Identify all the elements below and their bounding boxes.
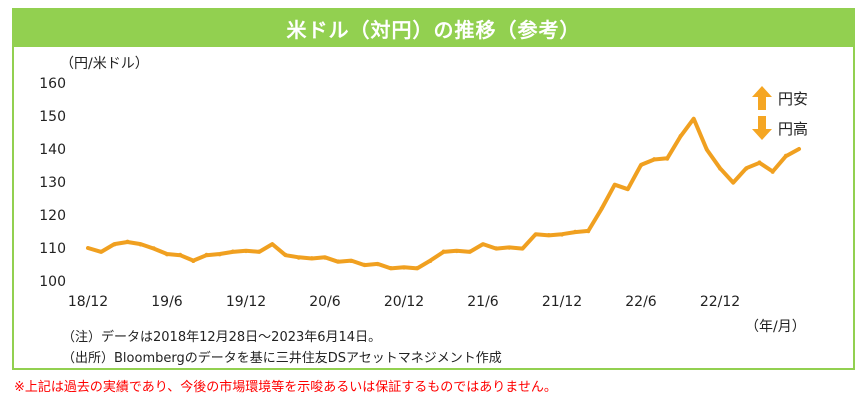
- arrow-up-icon: [752, 86, 772, 110]
- y-tick-label: 150: [39, 109, 66, 125]
- data-point: [125, 239, 130, 244]
- x-axis-unit-label: （年/月）: [745, 319, 806, 335]
- data-point: [362, 262, 367, 267]
- data-point: [112, 242, 117, 247]
- y-axis-unit-label: （円/米ドル）: [60, 56, 149, 72]
- data-point: [665, 157, 670, 161]
- x-axis: 18/12 19/6 19/12 20/6 20/12 21/6 21/12 22/6 22/1…: [68, 294, 740, 310]
- data-point: [323, 256, 327, 260]
- y-tick-label: 100: [39, 274, 66, 290]
- data-point: [204, 252, 209, 257]
- legend-yen-strong-label: 円高: [778, 119, 809, 138]
- data-point: [99, 249, 103, 254]
- data-point: [310, 256, 314, 260]
- data-point: [336, 259, 341, 264]
- data-point: [599, 206, 604, 211]
- data-point: [547, 233, 551, 237]
- arrow-down-icon: [752, 116, 772, 140]
- x-tick-label: 21/6: [467, 294, 499, 310]
- data-point: [494, 246, 499, 250]
- data-point: [389, 266, 393, 270]
- data-point: [573, 229, 577, 234]
- data-point: [375, 262, 380, 267]
- data-point: [639, 163, 643, 168]
- x-tick-label: 20/12: [384, 294, 424, 310]
- title-bar: 米ドル（対円）の推移（参考）: [14, 10, 853, 47]
- data-point: [217, 252, 222, 257]
- data-point: [533, 233, 538, 237]
- data-point: [152, 246, 156, 250]
- y-tick-label: 130: [39, 175, 66, 191]
- data-point: [678, 134, 683, 138]
- data-point: [402, 266, 406, 270]
- x-tick-label: 19/12: [226, 294, 266, 310]
- data-point: [718, 167, 722, 171]
- data-point: [797, 147, 801, 151]
- y-tick-label: 110: [39, 241, 66, 257]
- data-point: [560, 233, 564, 237]
- x-tick-label: 19/6: [151, 294, 183, 310]
- data-point: [191, 259, 196, 264]
- x-tick-label: 22/12: [700, 294, 740, 310]
- y-tick-label: 140: [39, 142, 66, 158]
- data-point: [520, 246, 525, 250]
- data-point: [428, 259, 433, 264]
- data-point: [283, 252, 288, 257]
- legend-yen-strong: 円高: [752, 116, 808, 140]
- legend-yen-weak: 円安: [752, 86, 808, 110]
- data-point: [652, 157, 656, 161]
- y-tick-label: 120: [39, 208, 66, 224]
- data-point: [231, 249, 235, 254]
- disclaimer: ※上記は過去の実績であり、今後の市場環境等を示唆あるいは保証するものではありませ…: [14, 380, 557, 395]
- data-point: [441, 249, 446, 254]
- data-point: [138, 242, 143, 247]
- chart-frame: 米ドル（対円）の推移（参考）: [12, 8, 855, 370]
- x-tick-label: 18/12: [68, 294, 108, 310]
- y-tick-label: 160: [39, 76, 66, 92]
- data-point: [705, 147, 709, 151]
- series-usdjpy: [86, 116, 801, 271]
- y-axis: 100 110 120 130 140 150 160: [39, 76, 66, 290]
- data-point: [165, 252, 169, 257]
- x-tick-label: 20/6: [309, 294, 341, 310]
- data-point: [731, 180, 735, 184]
- data-point: [744, 167, 749, 171]
- series-line: [86, 116, 801, 271]
- data-point: [586, 229, 591, 234]
- chart-title: 米ドル（対円）の推移（参考）: [286, 18, 581, 42]
- data-point: [270, 242, 275, 247]
- data-point: [770, 170, 775, 174]
- data-point: [86, 246, 90, 250]
- data-point: [481, 242, 485, 247]
- data-point: [415, 266, 420, 270]
- data-point: [296, 256, 301, 260]
- data-point: [244, 249, 248, 254]
- data-point: [784, 153, 788, 158]
- data-point: [612, 183, 617, 188]
- data-point: [454, 249, 459, 254]
- data-point: [468, 249, 472, 254]
- data-point: [257, 249, 262, 254]
- x-tick-label: 22/6: [625, 294, 657, 310]
- data-point: [349, 259, 354, 264]
- note-source: （出所）Bloombergのデータを基に三井住友DSアセットマネジメント作成: [62, 351, 502, 366]
- legend-yen-weak-label: 円安: [778, 89, 809, 108]
- data-point: [507, 246, 512, 250]
- data-point: [178, 252, 182, 257]
- data-point: [757, 160, 762, 164]
- data-point: [691, 117, 696, 122]
- note-period: （注）データは2018年12月28日～2023年6月14日。: [62, 330, 382, 345]
- x-tick-label: 21/12: [542, 294, 582, 310]
- data-point: [626, 186, 630, 191]
